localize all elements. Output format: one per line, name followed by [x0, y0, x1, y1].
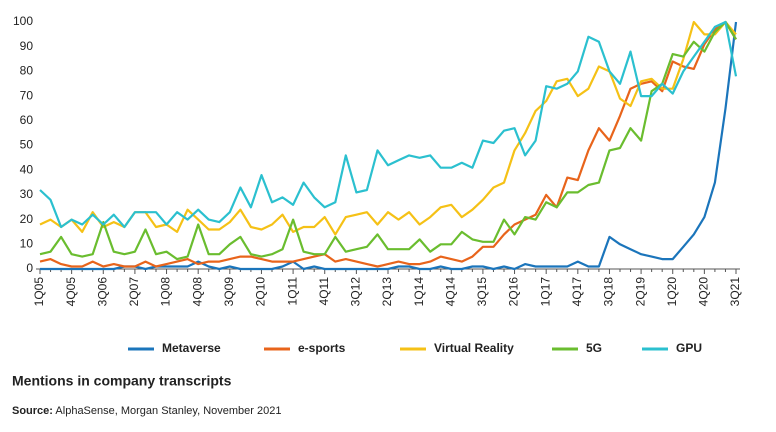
y-tick-label: 50	[20, 138, 34, 152]
x-tick-label: 2Q13	[380, 277, 394, 307]
x-tick-label: 3Q12	[349, 277, 363, 307]
y-tick-label: 70	[20, 88, 34, 102]
y-tick-label: 100	[13, 14, 33, 28]
y-tick-label: 60	[20, 113, 34, 127]
series-line	[39, 20, 738, 229]
source: Source: AlphaSense, Morgan Stanley, Nove…	[12, 405, 281, 417]
y-tick-label: 10	[20, 236, 34, 250]
x-tick-label: 1Q08	[159, 277, 173, 307]
x-tick-label: 2Q16	[507, 277, 521, 307]
x-tick-label: 2Q10	[254, 277, 268, 307]
x-tick-label: 1Q17	[538, 277, 552, 307]
x-tick-label: 4Q14	[443, 277, 457, 307]
source-label: Source:	[12, 405, 53, 417]
legend-label: Metaverse	[162, 341, 221, 355]
y-tick-label: 80	[20, 64, 34, 78]
x-tick-label: 2Q07	[127, 277, 141, 307]
y-tick-label: 0	[26, 261, 33, 275]
series-line	[39, 20, 737, 261]
x-tick-label: 4Q11	[317, 277, 331, 306]
series-line	[39, 20, 737, 236]
x-tick-label: 3Q09	[222, 277, 236, 307]
x-tick-label: 1Q11	[285, 277, 299, 306]
x-tick-label: 2Q19	[633, 277, 647, 307]
y-tick-label: 20	[20, 212, 34, 226]
x-tick-label: 3Q18	[602, 277, 616, 307]
source-text: AlphaSense, Morgan Stanley, November 202…	[55, 405, 281, 417]
legend-label: GPU	[676, 341, 702, 355]
x-tick-label: 3Q06	[95, 277, 109, 307]
chart-title: Mentions in company transcripts	[12, 373, 232, 389]
x-tick-label: 1Q14	[412, 277, 426, 307]
x-tick-label: 3Q15	[475, 277, 489, 307]
legend-label: 5G	[586, 341, 602, 355]
x-tick-label: 4Q20	[697, 277, 711, 307]
series-line	[39, 20, 737, 268]
y-tick-label: 90	[20, 39, 34, 53]
x-tick-label: 4Q08	[190, 277, 204, 307]
x-tick-label: 3Q21	[728, 277, 742, 307]
y-tick-label: 30	[20, 187, 34, 201]
x-tick-label: 1Q05	[32, 277, 46, 307]
legend-label: e-sports	[298, 341, 346, 355]
x-tick-label: 4Q17	[570, 277, 584, 307]
legend-label: Virtual Reality	[434, 341, 514, 355]
x-tick-label: 4Q05	[64, 277, 78, 307]
y-tick-label: 40	[20, 162, 34, 176]
x-tick-label: 1Q20	[665, 277, 679, 307]
